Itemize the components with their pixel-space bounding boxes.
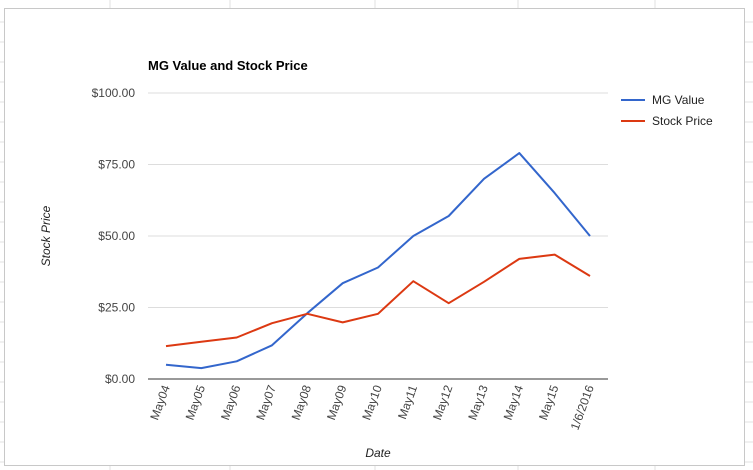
y-axis-title: Stock Price (39, 205, 53, 266)
x-tick-label: May14 (501, 383, 527, 422)
series-line-1 (165, 152, 591, 370)
x-axis-ticks: May04 May05 May06 May07 May08 May09 May10 May11… (147, 383, 597, 432)
x-tick-label: May11 (395, 383, 420, 421)
chart-frame[interactable] (4, 8, 745, 466)
y-axis-ticks: $0.00 $25.00 $50.00 $75.00 $100.00 (92, 86, 136, 386)
y-tick-label: $100.00 (92, 86, 136, 100)
x-tick-label: May05 (183, 383, 209, 422)
x-tick-label: May13 (465, 383, 491, 422)
x-tick-label: May04 (147, 383, 173, 422)
y-gridlines (148, 92, 608, 308)
legend-label: MG Value (652, 93, 705, 107)
legend-label: Stock Price (652, 114, 713, 128)
chart-title: MG Value and Stock Price (148, 58, 308, 73)
y-tick-label: $50.00 (98, 229, 135, 243)
x-tick-label: 1/6/2016 (568, 383, 597, 432)
series-line-2 (165, 253, 591, 348)
y-tick-label: $0.00 (105, 372, 135, 386)
y-tick-label: $25.00 (98, 301, 135, 315)
x-tick-label: May15 (536, 383, 562, 422)
legend: MG Value Stock Price (621, 93, 713, 128)
x-tick-label: May09 (324, 383, 350, 422)
x-axis-title: Date (365, 446, 391, 460)
x-tick-label: May06 (218, 383, 244, 422)
series-lines (165, 152, 591, 370)
x-tick-label: May08 (289, 383, 315, 422)
x-tick-label: May12 (430, 383, 456, 422)
y-tick-label: $75.00 (98, 158, 135, 172)
x-tick-label: May10 (359, 383, 385, 422)
x-tick-label: May07 (253, 383, 279, 422)
